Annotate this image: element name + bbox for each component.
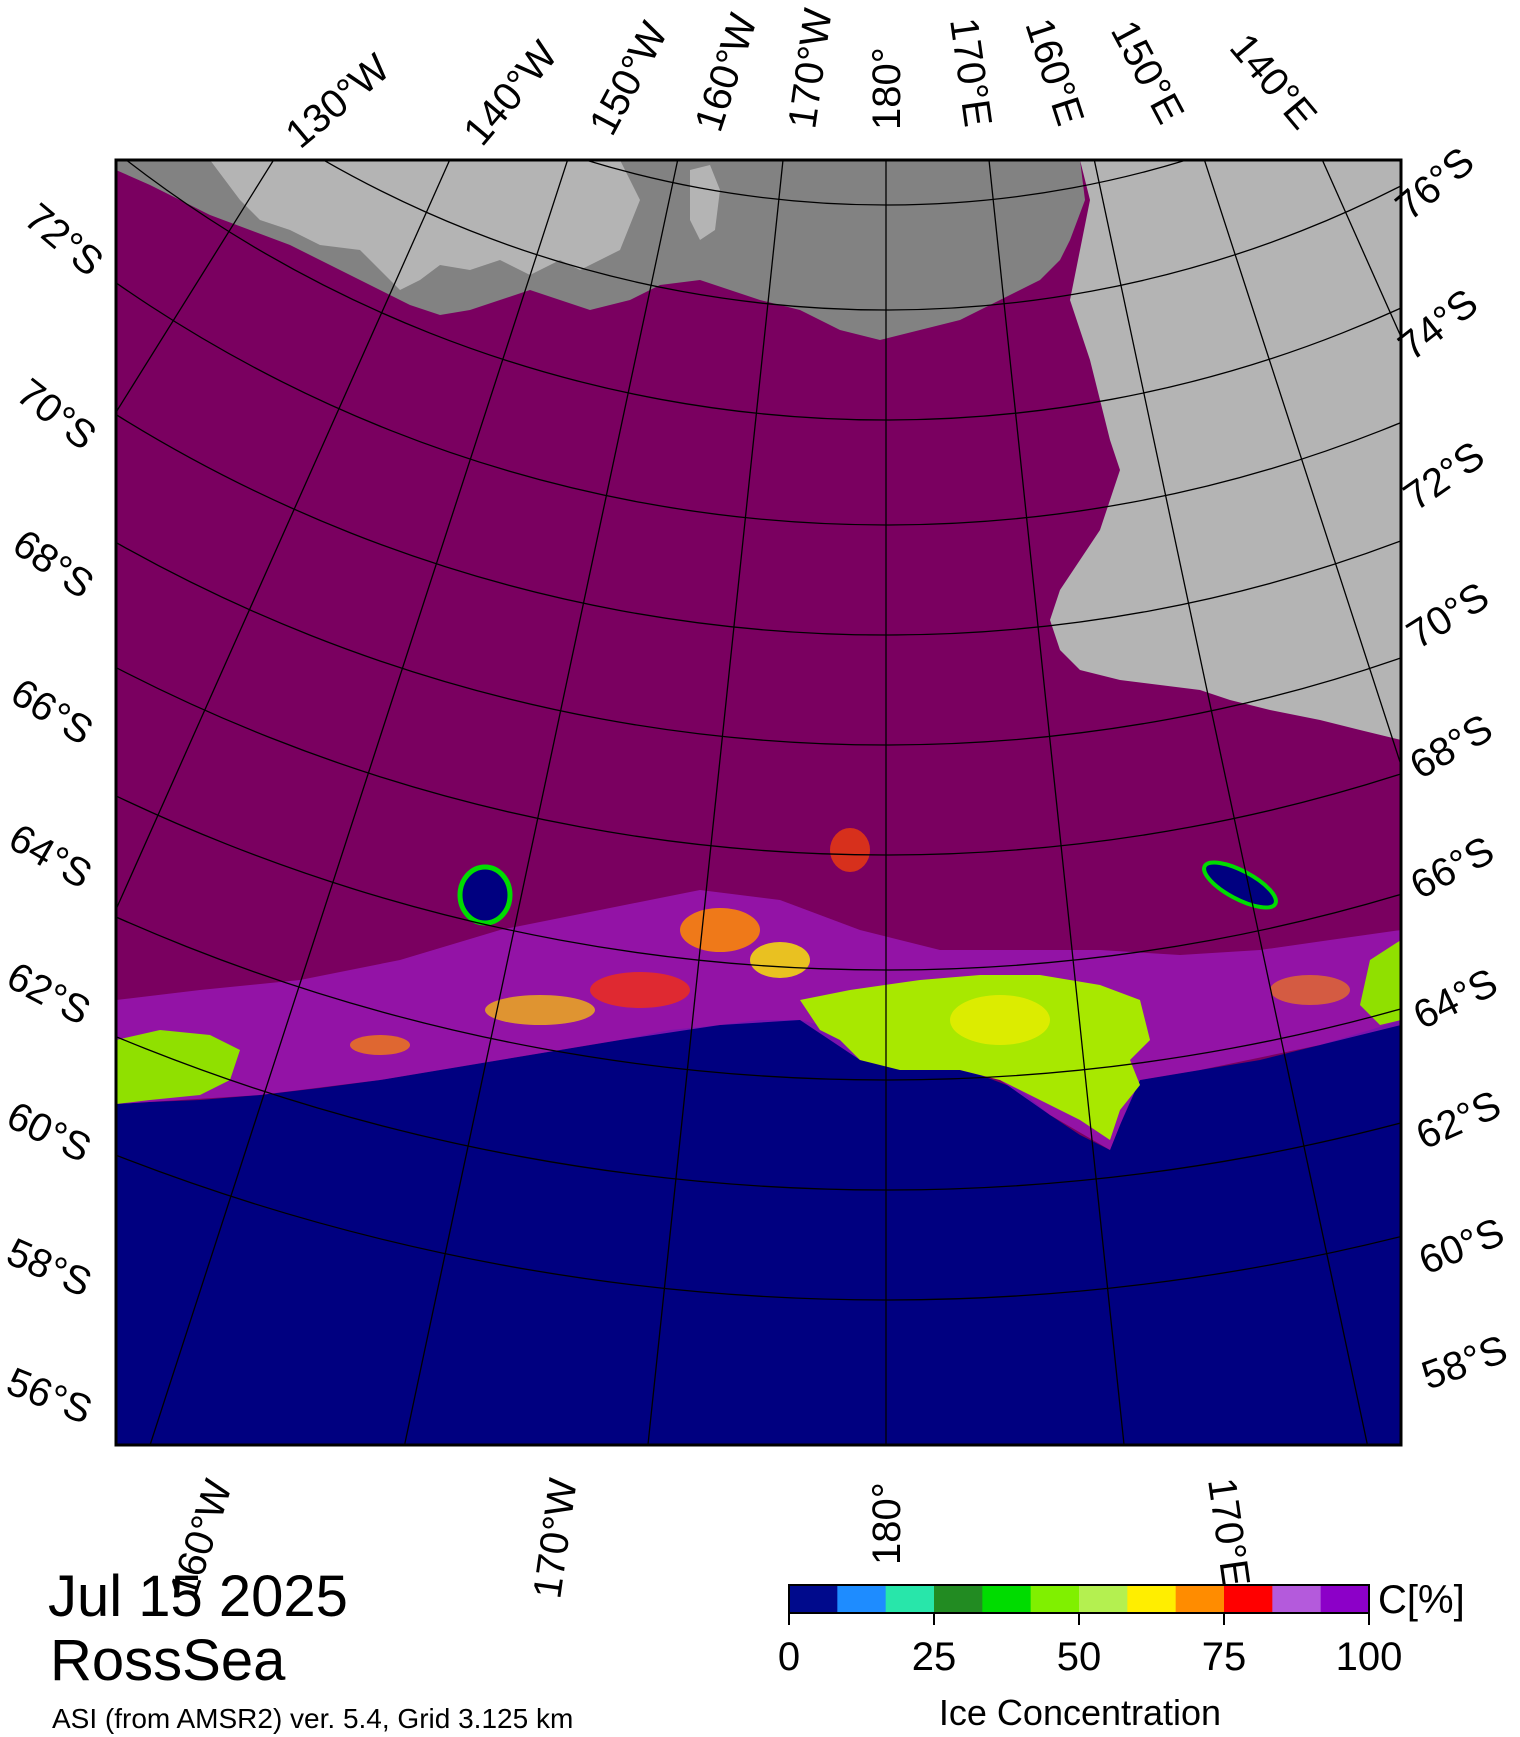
meridian-label: 170°E [1199, 1475, 1258, 1589]
meridian-label: 170°W [525, 1476, 585, 1602]
colorbar-step [982, 1585, 1032, 1613]
land-mass-west [210, 160, 640, 290]
parallel-label: 62°S [1410, 1083, 1508, 1159]
colorbar-steps [789, 1585, 1370, 1613]
parallel-label: 68°S [5, 521, 102, 607]
colorbar-unit: C[%] [1378, 1578, 1465, 1622]
colorbar-step [934, 1585, 983, 1613]
parallel-label: 58°S [0, 1230, 98, 1306]
colorbar-step [1175, 1585, 1225, 1613]
meridian-label: 150°W [581, 15, 677, 142]
meridian-line [988, 160, 1125, 1445]
meridian-line [1321, 160, 1401, 339]
meridian-label: 140°W [455, 33, 566, 154]
colorbar-step [885, 1585, 935, 1613]
colorbar-step [1079, 1585, 1128, 1613]
meridian-line [1093, 160, 1369, 1445]
meridian-line [149, 160, 569, 1445]
map-subtitle: ASI (from AMSR2) ver. 5.4, Grid 3.125 km [52, 1703, 574, 1734]
parallel-label: 62°S [0, 954, 97, 1034]
colorbar-tick-label: 100 [1336, 1635, 1403, 1679]
parallel-label: 70°S [1399, 574, 1496, 658]
parallel-label: 68°S [1403, 706, 1500, 788]
meridian-label: 160°E [1016, 13, 1092, 131]
parallel-label: 74°S [1390, 281, 1486, 369]
colorbar-step [837, 1585, 887, 1613]
meridian-line [1203, 160, 1401, 768]
meridian-line [116, 160, 451, 912]
parallel-label: 66°S [1404, 828, 1502, 908]
parallel-label: 72°S [16, 195, 111, 285]
parallel-label: 56°S [1, 1360, 98, 1433]
meridian-label: 130°W [278, 46, 399, 157]
parallel-labels-left: 72°S 70°S 68°S 66°S 64°S 62°S 60°S 58°S … [0, 195, 111, 1433]
colorbar-step [1127, 1585, 1177, 1613]
parallel-label: 60°S [0, 1094, 98, 1172]
meridian-line [403, 160, 679, 1445]
polynya-west [457, 864, 513, 926]
meridian-line [647, 160, 784, 1445]
ice-edge-band-left [116, 1030, 240, 1104]
meridian-label: 180° [865, 47, 909, 130]
parallel-label: 64°S [2, 816, 99, 898]
colorbar-tick-label: 50 [1057, 1635, 1102, 1679]
parallel-label: 60°S [1413, 1210, 1510, 1283]
polynya-east [1202, 860, 1278, 910]
colorbar-ticks: 0 25 50 75 100 [778, 1613, 1403, 1679]
meridian-label: 150°E [1102, 14, 1192, 131]
parallel-label: 66°S [3, 670, 100, 754]
high-concentration-patches [350, 828, 1350, 1055]
colorbar-tick-label: 25 [912, 1635, 957, 1679]
graticule [116, 160, 1401, 1445]
map-date: Jul 15 2025 [48, 1564, 348, 1629]
colorbar-step [1272, 1585, 1322, 1613]
colorbar-step [789, 1585, 838, 1613]
meridian-labels-top: 130°W 140°W 150°W 160°W 170°W 180° 170°E… [278, 6, 1326, 157]
colorbar-title: Ice Concentration [939, 1692, 1221, 1733]
colorbar-legend: C[%] 0 25 50 75 100 Ice Concentration [778, 1578, 1465, 1733]
colorbar-step [1320, 1585, 1370, 1613]
land-victoria [1050, 160, 1401, 740]
colorbar-step [1030, 1585, 1080, 1613]
meridian-label: 140°E [1221, 26, 1325, 138]
parallel-label: 58°S [1416, 1327, 1513, 1398]
parallel-label: 64°S [1407, 960, 1505, 1038]
colorbar-tick-label: 0 [778, 1635, 800, 1679]
ice-edge-band [800, 975, 1150, 1140]
sea-ice-pack [116, 160, 1401, 1150]
parallel-label: 70°S [8, 370, 104, 458]
meridian-label: 170°E [941, 15, 1000, 129]
ice-edge-band-right [1360, 940, 1401, 1025]
land-mass-island [690, 165, 720, 240]
meridian-label: 160°W [687, 8, 766, 136]
map-region: RossSea [50, 1628, 286, 1693]
colorbar-tick-label: 75 [1202, 1635, 1247, 1679]
parallel-labels-right: 76°S 74°S 72°S 70°S 68°S 66°S 64°S 62°S … [1388, 139, 1513, 1398]
meridian-label: 180° [865, 1482, 909, 1565]
parallel-label: 72°S [1396, 433, 1493, 519]
colorbar-step [1224, 1585, 1273, 1613]
map-frame [114, 158, 1403, 1447]
meridian-label: 170°W [780, 6, 840, 132]
